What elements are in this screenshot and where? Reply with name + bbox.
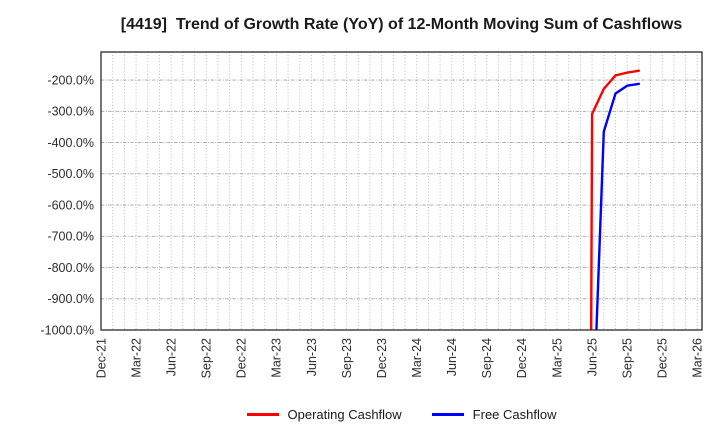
x-tick-label: Jun-25 [585, 338, 599, 376]
legend-line-swatch-blue [431, 413, 464, 416]
series-line-free-cashflow [595, 82, 641, 330]
y-tick-label: -200.0% [47, 73, 94, 87]
x-tick-label: Mar-25 [550, 338, 564, 378]
x-tick-label: Dec-23 [375, 338, 389, 378]
x-tick-label: Dec-21 [94, 338, 108, 378]
legend: Operating Cashflow Free Cashflow [101, 407, 702, 422]
x-tick-label: Sep-25 [620, 338, 634, 378]
y-tick-label: -300.0% [47, 105, 94, 119]
x-tick-label: Mar-24 [410, 338, 424, 378]
series-line-operating-cashflow [589, 69, 641, 330]
y-tick-label: -900.0% [47, 292, 94, 306]
x-tick-label: Dec-24 [515, 338, 529, 378]
x-tick-label: Sep-23 [340, 338, 354, 378]
x-tick-label: Sep-22 [200, 338, 214, 378]
y-tick-label: -400.0% [47, 136, 94, 150]
legend-item-operating-cashflow: Operating Cashflow [246, 407, 402, 422]
x-tick-label: Sep-24 [480, 338, 494, 378]
y-tick-label: -700.0% [47, 230, 94, 244]
legend-item-free-cashflow: Free Cashflow [431, 407, 557, 422]
x-tick-label: Dec-22 [235, 338, 249, 378]
x-tick-label: Jun-23 [305, 338, 319, 376]
legend-label-free: Free Cashflow [472, 407, 557, 422]
y-tick-label: -800.0% [47, 261, 94, 275]
x-tick-label: Jun-22 [164, 338, 178, 376]
y-tick-label: -500.0% [47, 167, 94, 181]
legend-line-swatch-red [246, 413, 279, 416]
x-tick-label: Dec-25 [656, 338, 670, 378]
x-tick-label: Mar-26 [691, 338, 705, 378]
legend-label-operating: Operating Cashflow [287, 407, 402, 422]
x-tick-label: Mar-22 [129, 338, 143, 378]
x-tick-label: Jun-24 [445, 338, 459, 376]
y-tick-label: -600.0% [47, 198, 94, 212]
plot-border [100, 51, 703, 331]
x-tick-label: Mar-23 [270, 338, 284, 378]
chart-title: [4419] Trend of Growth Rate (YoY) of 12-… [120, 16, 683, 33]
y-tick-label: -1000.0% [40, 323, 94, 337]
